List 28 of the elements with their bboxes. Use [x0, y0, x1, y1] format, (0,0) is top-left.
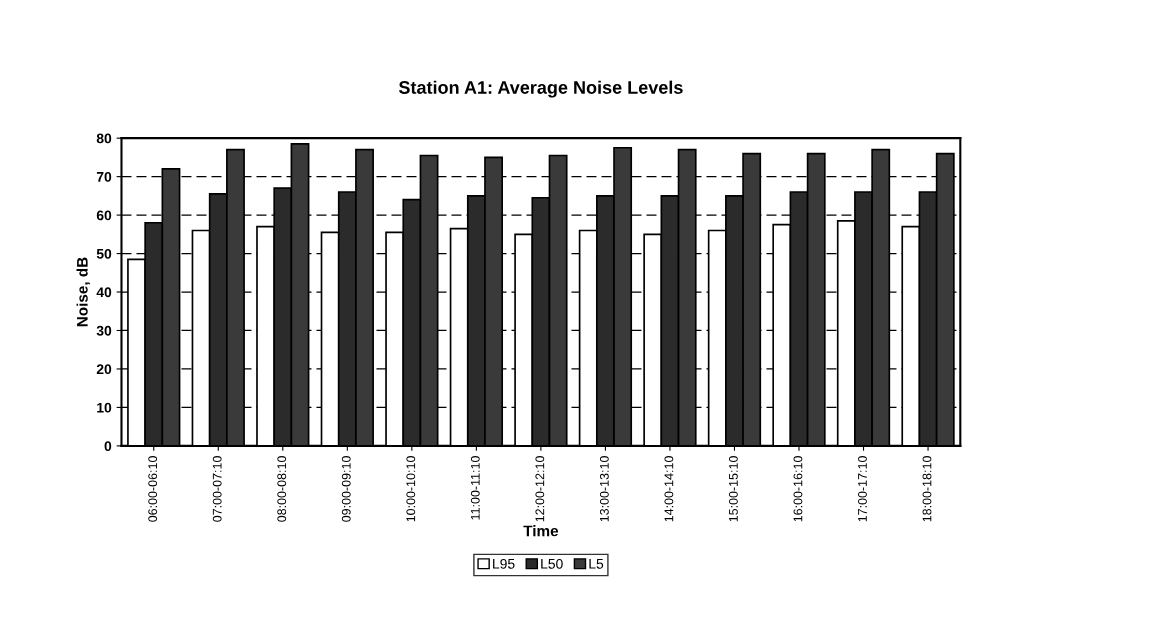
x-tick-label: 07:00-07:10 — [212, 456, 222, 522]
y-tick-label: 0 — [104, 441, 112, 452]
y-axis-title: Noise, dB — [76, 257, 90, 327]
x-tick-label: 18:00-18:10 — [922, 456, 932, 522]
x-tick-label: 12:00-12:10 — [535, 456, 545, 522]
y-tick-label: 20 — [96, 364, 112, 375]
x-tick-label: 15:00-15:10 — [728, 456, 738, 522]
y-tick-label: 60 — [96, 210, 112, 221]
x-tick-label: 10:00-10:10 — [406, 456, 416, 522]
y-tick-label: 80 — [96, 133, 112, 144]
legend-label: L95 — [493, 558, 515, 569]
y-tick-label: 40 — [96, 287, 112, 298]
x-tick-label: 08:00-08:10 — [277, 456, 287, 522]
y-tick-label: 30 — [96, 325, 112, 336]
x-tick-label: 06:00-06:10 — [148, 456, 158, 522]
y-tick-label: 50 — [96, 248, 112, 259]
x-tick-label: 09:00-09:10 — [341, 456, 351, 522]
x-tick-label: 11:00-11:10 — [470, 456, 480, 520]
chart-title: Station A1: Average Noise Levels — [398, 80, 683, 98]
x-axis-title: Time — [523, 525, 559, 537]
y-tick-label: 70 — [96, 171, 112, 182]
x-tick-label: 17:00-17:10 — [858, 456, 867, 522]
y-tick-label: 10 — [97, 402, 112, 413]
x-tick-label: 13:00-13:10 — [599, 456, 609, 522]
legend-label: L5 — [589, 559, 604, 569]
legend-label: L50 — [541, 558, 563, 569]
x-tick-label: 16:00-16:10 — [793, 456, 803, 522]
x-tick-label: 14:00-14:10 — [664, 456, 674, 522]
